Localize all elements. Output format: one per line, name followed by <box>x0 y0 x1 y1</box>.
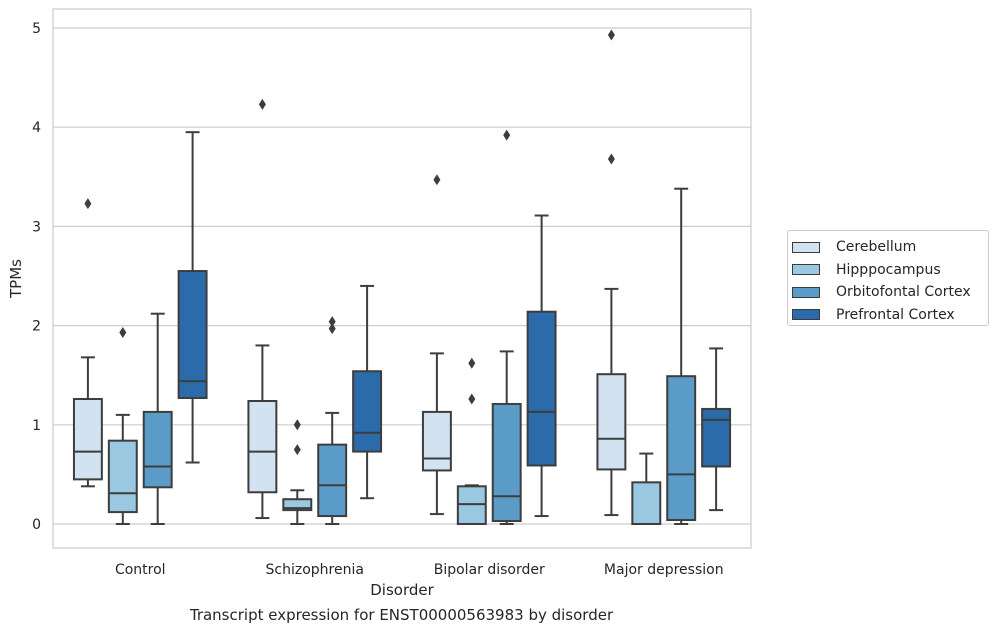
outlier-point <box>433 174 441 186</box>
y-tick-label: 0 <box>32 517 41 533</box>
box <box>177 270 208 400</box>
box-cerebellum <box>596 29 627 517</box>
legend-label: Orbitofontal Cortex <box>836 284 971 301</box>
legend-item: Cerebellum <box>792 236 988 259</box>
y-tick-label: 3 <box>32 219 41 235</box>
box-hipppocampus <box>107 327 138 525</box>
legend-swatch <box>792 241 820 253</box>
y-tick-label: 1 <box>32 418 41 434</box>
x-tick-label: Bipolar disorder <box>434 562 545 578</box>
box-orbitofontal-cortex <box>142 312 173 525</box>
x-tick-label: Major depression <box>604 562 724 578</box>
box <box>352 370 383 453</box>
box <box>282 498 313 512</box>
legend-swatch <box>792 309 820 321</box>
outlier-point <box>293 419 301 431</box>
box-hipppocampus <box>282 419 313 525</box>
outlier-point <box>468 393 476 405</box>
box-hipppocampus <box>456 357 487 525</box>
box <box>317 443 348 518</box>
legend-swatch <box>792 286 820 298</box>
box-orbitofontal-cortex <box>317 316 348 525</box>
box-prefrontal-cortex <box>352 284 383 500</box>
outlier-point <box>503 129 511 141</box>
y-tick-label: 2 <box>32 319 41 335</box>
box <box>107 439 138 514</box>
box-hipppocampus <box>631 452 662 525</box>
legend-swatch <box>792 264 820 276</box>
box <box>421 410 452 472</box>
outlier-point <box>328 316 336 328</box>
outlier-point <box>607 29 615 41</box>
x-axis-label: Disorder <box>370 581 434 599</box>
box-prefrontal-cortex <box>701 347 732 512</box>
legend-item: Hipppocampus <box>792 259 988 282</box>
y-tick-label: 5 <box>32 21 41 37</box>
x-tick-label: Schizophrenia <box>266 562 364 578</box>
outlier-point <box>119 327 127 339</box>
figure-caption: Transcript expression for ENST0000056398… <box>189 606 614 624</box>
box <box>631 481 662 525</box>
outlier-point <box>328 323 336 335</box>
legend-item: Orbitofontal Cortex <box>792 281 988 304</box>
box <box>526 310 557 467</box>
legend-label: Prefrontal Cortex <box>836 306 955 323</box>
box <box>596 373 627 471</box>
box-prefrontal-cortex <box>526 214 557 518</box>
box <box>247 399 278 494</box>
outlier-point <box>293 444 301 456</box>
legend-label: Cerebellum <box>836 239 917 256</box>
box <box>666 375 697 522</box>
box-cerebellum <box>421 174 452 516</box>
legend-item: Prefrontal Cortex <box>792 304 988 327</box>
box-prefrontal-cortex <box>177 131 208 464</box>
box <box>701 407 732 468</box>
box <box>142 410 173 489</box>
y-tick-label: 4 <box>32 120 41 136</box>
outlier-point <box>84 198 92 210</box>
box-cerebellum <box>72 198 103 488</box>
box-orbitofontal-cortex <box>491 129 522 525</box>
box <box>491 402 522 523</box>
legend: Cerebellum Hipppocampus Orbitofontal Corte… <box>787 230 989 326</box>
y-axis-label: TPMs <box>7 259 25 299</box>
outlier-point <box>258 98 266 110</box>
outlier-point <box>468 357 476 369</box>
legend-label: Hipppocampus <box>836 261 941 278</box>
box-orbitofontal-cortex <box>666 187 697 525</box>
box <box>72 398 103 481</box>
outlier-point <box>607 153 615 165</box>
box-cerebellum <box>247 98 278 520</box>
x-tick-label: Control <box>115 562 166 578</box>
